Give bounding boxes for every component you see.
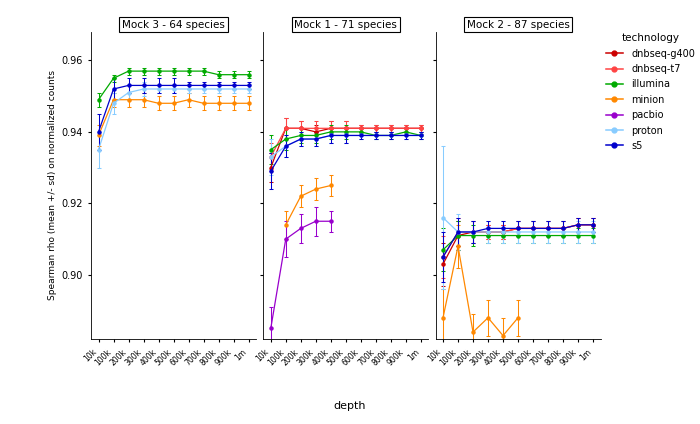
Y-axis label: Spearman rho (mean +/- sd) on normalized counts: Spearman rho (mean +/- sd) on normalized… [48, 70, 57, 301]
Title: Mock 3 - 64 species: Mock 3 - 64 species [122, 20, 225, 30]
Legend: dnbseq-g400, dnbseq-t7, illumina, minion, pacbio, proton, s5: dnbseq-g400, dnbseq-t7, illumina, minion… [603, 31, 698, 154]
Title: Mock 1 - 71 species: Mock 1 - 71 species [294, 20, 397, 30]
Title: Mock 2 - 87 species: Mock 2 - 87 species [467, 20, 570, 30]
Text: depth: depth [334, 401, 366, 411]
